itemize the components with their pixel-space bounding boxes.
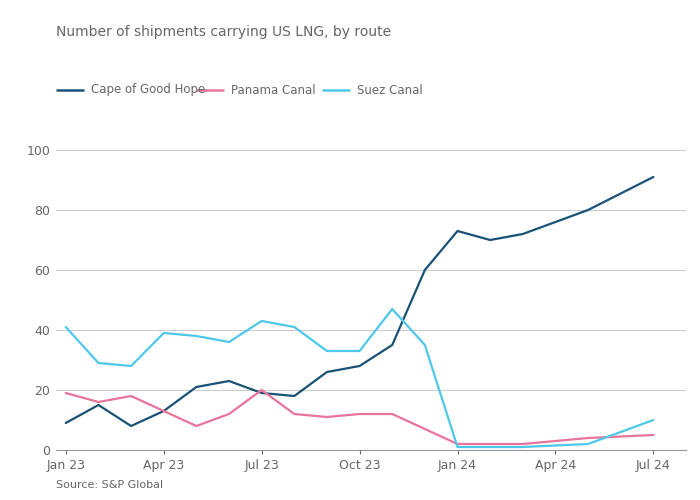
- Cape of Good Hope: [290, 393, 298, 399]
- Text: Panama Canal: Panama Canal: [231, 84, 316, 96]
- Cape of Good Hope: [454, 228, 462, 234]
- Cape of Good Hope: [258, 390, 266, 396]
- Text: Number of shipments carrying US LNG, by route: Number of shipments carrying US LNG, by …: [56, 25, 391, 39]
- Panama Canal: [62, 390, 70, 396]
- Line: Cape of Good Hope: Cape of Good Hope: [66, 177, 653, 426]
- Suez Canal: [388, 306, 396, 312]
- Panama Canal: [454, 441, 462, 447]
- Panama Canal: [193, 423, 201, 429]
- Panama Canal: [127, 393, 135, 399]
- Cape of Good Hope: [225, 378, 233, 384]
- Cape of Good Hope: [519, 231, 527, 237]
- Suez Canal: [258, 318, 266, 324]
- Suez Canal: [127, 363, 135, 369]
- Suez Canal: [160, 330, 168, 336]
- Suez Canal: [225, 339, 233, 345]
- Cape of Good Hope: [193, 384, 201, 390]
- Cape of Good Hope: [127, 423, 135, 429]
- Panama Canal: [356, 411, 364, 417]
- Suez Canal: [421, 342, 429, 348]
- Cape of Good Hope: [388, 342, 396, 348]
- Cape of Good Hope: [94, 402, 103, 408]
- Cape of Good Hope: [323, 369, 331, 375]
- Panama Canal: [388, 411, 396, 417]
- Panama Canal: [519, 441, 527, 447]
- Cape of Good Hope: [421, 267, 429, 273]
- Suez Canal: [584, 441, 592, 447]
- Text: Suez Canal: Suez Canal: [357, 84, 423, 96]
- Suez Canal: [356, 348, 364, 354]
- Panama Canal: [584, 435, 592, 441]
- Suez Canal: [193, 333, 201, 339]
- Cape of Good Hope: [356, 363, 364, 369]
- Suez Canal: [454, 444, 462, 450]
- Panama Canal: [225, 411, 233, 417]
- Suez Canal: [62, 324, 70, 330]
- Cape of Good Hope: [486, 237, 494, 243]
- Text: Source: S&P Global: Source: S&P Global: [56, 480, 163, 490]
- Panama Canal: [258, 387, 266, 393]
- Line: Panama Canal: Panama Canal: [66, 390, 653, 444]
- Panama Canal: [323, 414, 331, 420]
- Panama Canal: [486, 441, 494, 447]
- Suez Canal: [323, 348, 331, 354]
- Line: Suez Canal: Suez Canal: [66, 309, 653, 447]
- Panama Canal: [421, 426, 429, 432]
- Cape of Good Hope: [62, 420, 70, 426]
- Panama Canal: [160, 408, 168, 414]
- Suez Canal: [486, 444, 494, 450]
- Text: Cape of Good Hope: Cape of Good Hope: [91, 84, 205, 96]
- Panama Canal: [649, 432, 657, 438]
- Panama Canal: [290, 411, 298, 417]
- Cape of Good Hope: [160, 408, 168, 414]
- Suez Canal: [649, 417, 657, 423]
- Panama Canal: [94, 399, 103, 405]
- Suez Canal: [290, 324, 298, 330]
- Cape of Good Hope: [649, 174, 657, 180]
- Suez Canal: [94, 360, 103, 366]
- Suez Canal: [519, 444, 527, 450]
- Cape of Good Hope: [584, 207, 592, 213]
